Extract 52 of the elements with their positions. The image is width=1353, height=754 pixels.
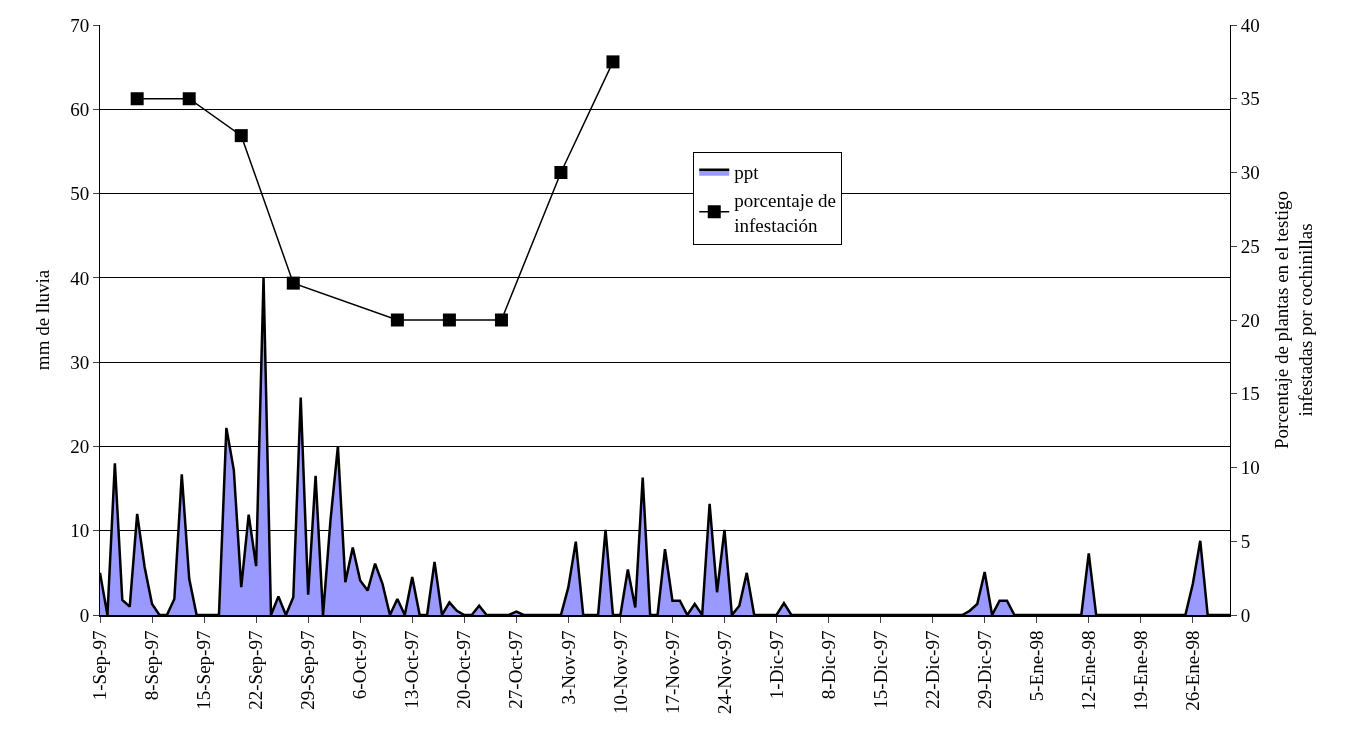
point (130, 92, 144, 106)
point (554, 166, 568, 179)
y-axis-title: mm de lluvia (32, 269, 54, 371)
x-tick-label: 20-Oct-97 (453, 630, 475, 709)
x-tick-label: 3-Nov-97 (557, 630, 579, 705)
point (286, 276, 300, 290)
x-tick-label: 13-Oct-97 (401, 630, 423, 709)
y2-axis-title: Porcentaje de plantas en el testigo infestadas por cochinillas (1270, 191, 1317, 449)
x-tick-label: 15-Dic-97 (869, 630, 891, 709)
point (182, 92, 196, 106)
y2-tick-label: 15 (1240, 383, 1260, 405)
y-tick-label: 70 (70, 14, 90, 36)
y2-tick-label: 5 (1240, 530, 1251, 552)
legend-label: porcentaje de infestación (734, 189, 837, 236)
x-tick-label: 5-Ene-98 (1025, 630, 1047, 702)
point (234, 129, 248, 143)
x-tick-label: 15-Sep-97 (193, 630, 215, 710)
y-tick-label: 30 (70, 351, 90, 373)
x-tick-label: 27-Oct-97 (505, 630, 527, 709)
y2-tick-label: 35 (1240, 88, 1260, 110)
x-tick-label: 8-Dic-97 (817, 630, 839, 700)
x-tick-label: 24-Nov-97 (713, 630, 735, 714)
y-tick-label: 40 (70, 267, 90, 289)
y2-tick-label: 40 (1240, 14, 1260, 36)
x-tick-label: 22-Sep-97 (245, 630, 267, 710)
y-tick-label: 60 (70, 98, 90, 120)
y-tick-label: 10 (70, 520, 90, 542)
x-tick-label: 8-Sep-97 (141, 630, 163, 701)
x-tick-label: 19-Ene-98 (1129, 630, 1151, 711)
y-tick-label: 20 (70, 436, 90, 458)
x-tick-label: 10-Nov-97 (609, 630, 631, 714)
x-tick-label: 29-Sep-97 (297, 630, 319, 710)
legend-label: ppt (734, 162, 760, 184)
y2-tick-label: 10 (1240, 457, 1260, 479)
point (494, 313, 508, 327)
y2-tick-label: 0 (1240, 604, 1251, 626)
x-tick-label: 1-Dic-97 (765, 630, 787, 700)
x-tick-label: 29-Dic-97 (973, 630, 995, 709)
x-tick-label: 17-Nov-97 (661, 630, 683, 714)
y2-tick-label: 20 (1240, 309, 1260, 331)
x-tick-label: 22-Dic-97 (921, 630, 943, 709)
y2-tick-label: 25 (1240, 235, 1260, 257)
y-tick-label: 50 (70, 183, 90, 205)
point (390, 313, 404, 327)
x-tick-label: 1-Sep-97 (89, 630, 111, 701)
x-tick-label: 6-Oct-97 (349, 630, 371, 700)
point (606, 55, 620, 69)
x-tick-label: 12-Ene-98 (1077, 630, 1099, 711)
point (442, 313, 456, 327)
y2-tick-label: 30 (1240, 162, 1260, 184)
x-tick-label: 26-Ene-98 (1182, 630, 1204, 711)
y-tick-label: 0 (79, 604, 90, 626)
